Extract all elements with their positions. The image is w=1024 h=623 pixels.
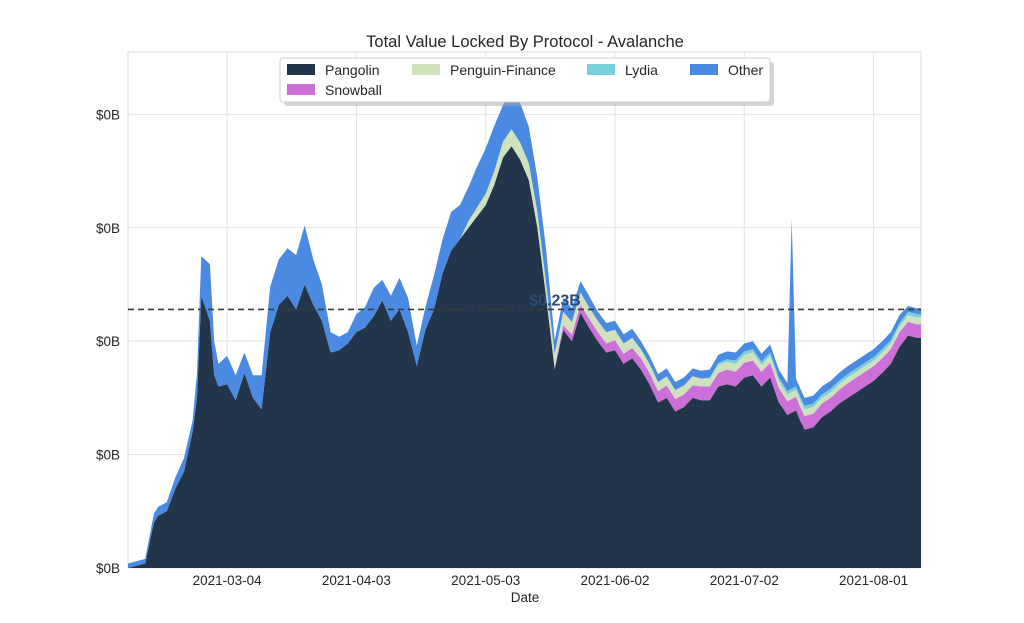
legend-box (279, 57, 771, 103)
legend-label-lydia: Lydia (625, 62, 658, 78)
legend-swatch-snowball (287, 84, 315, 95)
y-axis-ticks: $0B $0B $0B $0B $0B (96, 107, 120, 576)
y-tick-label: $0B (96, 448, 120, 463)
legend: Pangolin Penguin-Finance Lydia Other Snowbal… (279, 57, 774, 106)
x-axis-ticks: 2021-03-04 2021-04-03 2021-05-03 2021-06-02… (193, 573, 909, 588)
legend-swatch-penguin-finance (412, 64, 440, 75)
legend-label-other: Other (728, 62, 763, 78)
x-tick-label: 2021-05-03 (451, 573, 520, 588)
y-tick-label: $0B (96, 561, 120, 576)
legend-label-snowball: Snowball (325, 82, 382, 98)
chart-title: Total Value Locked By Protocol - Avalanc… (366, 33, 684, 51)
legend-label-penguin-finance: Penguin-Finance (450, 62, 556, 78)
x-tick-label: 2021-04-03 (322, 573, 391, 588)
x-tick-label: 2021-03-04 (193, 573, 263, 588)
y-tick-label: $0B (96, 334, 120, 349)
y-tick-label: $0B (96, 107, 120, 122)
x-tick-label: 2021-06-02 (580, 573, 649, 588)
legend-swatch-lydia (587, 64, 615, 75)
average-line-group: $0.23B (128, 292, 921, 311)
x-axis-title: Date (511, 590, 540, 605)
legend-swatch-other (690, 64, 718, 75)
area-pangolin (128, 146, 921, 568)
legend-swatch-pangolin (287, 64, 315, 75)
y-tick-label: $0B (96, 221, 120, 236)
average-line-label: $0.23B (529, 292, 581, 309)
x-tick-label: 2021-08-01 (839, 573, 908, 588)
x-tick-label: 2021-07-02 (710, 573, 779, 588)
legend-label-pangolin: Pangolin (325, 62, 380, 78)
stacked-areas (128, 83, 921, 569)
